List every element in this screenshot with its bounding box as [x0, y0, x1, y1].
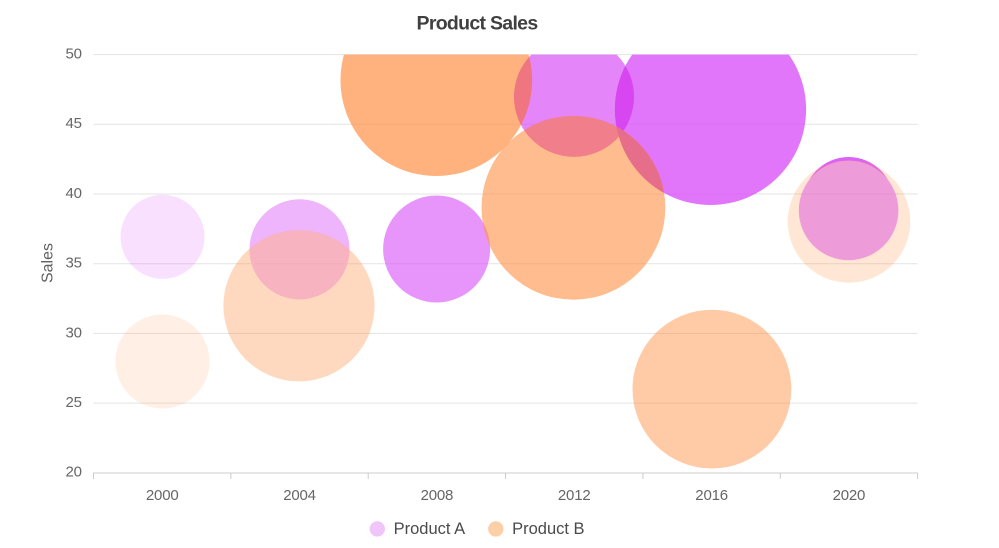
svg-text:Product Sales: Product Sales — [417, 13, 539, 35]
svg-text:2012: 2012 — [558, 487, 591, 504]
svg-text:45: 45 — [66, 115, 82, 132]
svg-text:Sales: Sales — [40, 243, 57, 283]
svg-text:50: 50 — [66, 46, 82, 63]
svg-text:2004: 2004 — [283, 487, 316, 504]
svg-text:20: 20 — [66, 464, 82, 481]
svg-text:35: 35 — [66, 255, 82, 272]
svg-text:2020: 2020 — [833, 487, 866, 504]
svg-text:Product B: Product B — [512, 520, 584, 538]
svg-text:2000: 2000 — [146, 487, 179, 504]
svg-text:2016: 2016 — [695, 487, 728, 504]
svg-text:30: 30 — [66, 324, 82, 341]
svg-text:Product A: Product A — [394, 520, 466, 538]
svg-text:25: 25 — [66, 394, 82, 411]
svg-text:2008: 2008 — [421, 487, 454, 504]
svg-text:40: 40 — [66, 185, 82, 202]
